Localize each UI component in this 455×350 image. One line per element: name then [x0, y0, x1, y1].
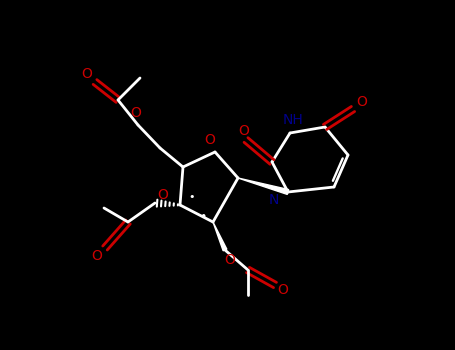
Text: NH: NH — [283, 113, 303, 127]
Text: •: • — [199, 210, 207, 224]
Text: O: O — [357, 95, 368, 109]
Text: O: O — [278, 283, 288, 297]
Text: O: O — [131, 106, 142, 120]
Text: O: O — [238, 124, 249, 138]
Text: •: • — [189, 192, 195, 202]
Text: O: O — [157, 188, 168, 202]
Text: N: N — [269, 193, 279, 207]
Text: O: O — [81, 67, 92, 81]
Polygon shape — [238, 178, 288, 194]
Text: O: O — [91, 249, 102, 263]
Text: O: O — [205, 133, 215, 147]
Polygon shape — [213, 222, 227, 251]
Text: O: O — [225, 253, 235, 267]
